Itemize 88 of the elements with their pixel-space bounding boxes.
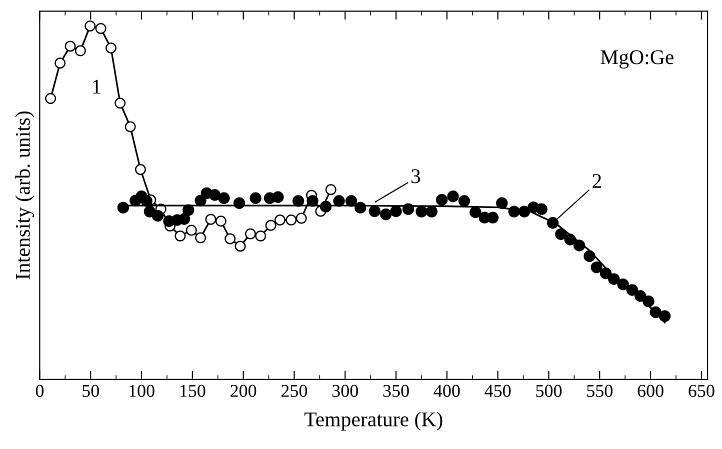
point <box>496 197 508 209</box>
point <box>152 210 164 222</box>
point <box>45 93 56 104</box>
point <box>296 212 307 224</box>
point <box>274 214 286 226</box>
x-tick-label: 200 <box>230 384 256 397</box>
point <box>174 230 186 242</box>
x-tick-label: 350 <box>383 384 409 397</box>
point <box>325 184 336 196</box>
x-tick-label: 300 <box>332 384 358 397</box>
point <box>458 195 470 207</box>
point <box>265 220 276 231</box>
point <box>306 195 318 207</box>
annotation: MgO:Ge <box>600 50 674 69</box>
point <box>124 121 136 132</box>
point <box>182 204 194 216</box>
point <box>650 306 662 318</box>
x-tick-label: 0 <box>36 384 44 397</box>
point <box>354 202 366 214</box>
point <box>255 230 266 242</box>
point <box>368 205 380 218</box>
x-tick-label: 400 <box>434 384 460 397</box>
point <box>208 189 221 201</box>
point <box>272 191 284 203</box>
point <box>224 233 236 244</box>
point <box>584 250 596 262</box>
point <box>390 205 402 218</box>
point <box>320 200 332 212</box>
point <box>233 197 246 209</box>
point <box>634 290 646 302</box>
x-tick-label: 450 <box>484 384 511 397</box>
point <box>447 190 459 202</box>
point <box>642 295 654 308</box>
point <box>518 206 530 218</box>
annotation: 3 <box>411 169 420 184</box>
point <box>416 206 428 218</box>
point <box>508 206 520 218</box>
point <box>114 98 126 109</box>
point <box>195 232 206 244</box>
point <box>218 192 230 204</box>
point <box>380 208 392 220</box>
point <box>546 217 559 229</box>
point <box>286 214 297 226</box>
point <box>333 195 345 207</box>
point <box>95 23 106 34</box>
x-tick-label: 550 <box>587 384 612 397</box>
point <box>84 20 96 32</box>
point <box>590 262 602 274</box>
point <box>436 194 448 206</box>
x-tick-label: 600 <box>638 384 664 397</box>
annotation: 2 <box>592 174 601 188</box>
point <box>402 203 414 215</box>
point <box>194 194 206 206</box>
point <box>536 203 548 215</box>
point <box>140 195 152 207</box>
x-tick-label: 50 <box>82 384 99 397</box>
x-tick-label: 250 <box>281 384 308 397</box>
point <box>617 278 629 290</box>
point <box>292 195 304 207</box>
y-axis-title: Intensity (arb. units) <box>15 111 34 280</box>
x-tick-label: 650 <box>688 384 714 397</box>
x-tick-label: 150 <box>180 384 206 397</box>
point <box>186 224 197 236</box>
point <box>64 40 76 52</box>
point <box>470 206 482 218</box>
point <box>234 240 246 252</box>
point <box>54 58 66 69</box>
point <box>426 206 438 218</box>
x-tick-label: 100 <box>130 384 154 397</box>
point <box>135 164 146 175</box>
point <box>105 42 116 54</box>
point <box>564 234 576 246</box>
point <box>250 192 262 204</box>
point <box>345 195 358 207</box>
point <box>555 228 567 240</box>
point <box>74 45 86 56</box>
annotation: 1 <box>93 80 100 94</box>
x-axis-title: Temperature (K) <box>304 412 442 431</box>
x-tick-label: 500 <box>536 384 562 397</box>
point <box>205 214 216 225</box>
point <box>626 284 638 296</box>
point <box>658 310 671 322</box>
point <box>244 228 256 240</box>
point <box>215 216 226 227</box>
point <box>608 273 620 285</box>
point <box>573 240 586 252</box>
point <box>600 268 612 280</box>
point <box>117 202 130 214</box>
